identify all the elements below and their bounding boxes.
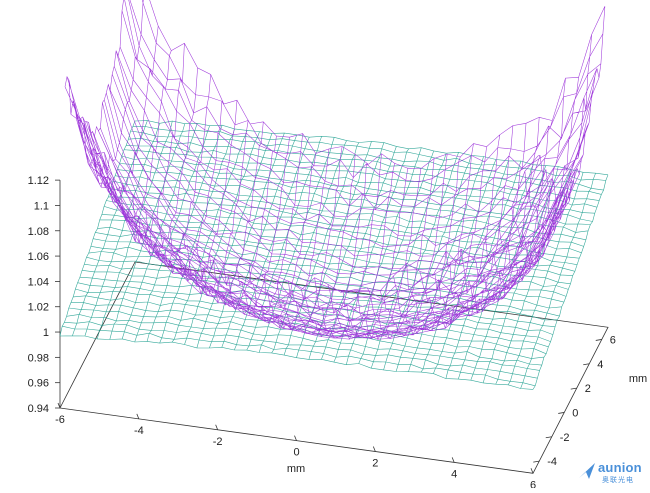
x-tick-label: -6 xyxy=(55,414,65,426)
z-tick-label: 1.12 xyxy=(28,175,49,187)
y-tick-label: -4 xyxy=(547,456,557,468)
y-tick-label: 2 xyxy=(585,383,591,395)
y-tick-mark xyxy=(583,363,590,366)
z-tick-label: 0.96 xyxy=(28,378,49,390)
y-tick-mark xyxy=(558,412,565,414)
brand-logo: aunion 奥联光电 xyxy=(578,460,648,484)
x-tick-mark xyxy=(57,402,61,409)
z-tick-label: 1 xyxy=(43,327,49,339)
y-tick-label: 4 xyxy=(597,359,603,371)
y-tick-mark xyxy=(570,387,577,390)
z-tick-label: 1.04 xyxy=(28,276,49,288)
y-tick-label: 6 xyxy=(610,334,616,346)
z-tick-label: 1.1 xyxy=(34,200,49,212)
z-axis-ticks: 0.94 0.96 0.98 1 1.02 1.04 1.06 1.08 1.1 1.12 xyxy=(28,175,60,415)
x-tick-mark xyxy=(451,457,455,463)
x-tick-label: 4 xyxy=(451,468,457,480)
z-tick-label: 1.02 xyxy=(28,302,49,314)
y-axis-ticks: -4-2 024 6 xyxy=(533,334,616,468)
z-tick-label: 1.06 xyxy=(28,251,49,263)
y-tick-label: 0 xyxy=(572,407,578,419)
z-tick-label: 1.08 xyxy=(28,226,49,238)
y-axis-title: mm xyxy=(629,373,647,385)
base-plane-outline xyxy=(59,261,609,474)
x-tick-label: 2 xyxy=(372,458,378,470)
x-tick-mark xyxy=(136,413,140,420)
surface-mesh xyxy=(64,0,606,340)
x-tick-mark xyxy=(294,435,297,441)
y-tick-mark xyxy=(595,339,602,341)
x-axis-ticks: -6 -4 -2 0 2 4 6 xyxy=(55,402,536,491)
z-tick-label: 0.94 xyxy=(28,403,49,415)
surface-purple xyxy=(64,0,606,340)
surface-mesh xyxy=(59,120,609,390)
x-axis-title: mm xyxy=(287,463,305,475)
y-tick-mark xyxy=(545,436,552,439)
x-tick-mark xyxy=(215,424,219,430)
x-tick-label: 0 xyxy=(293,447,299,459)
surface-green xyxy=(59,120,609,390)
logo-brand-text: aunion xyxy=(598,460,642,475)
x-tick-label: -4 xyxy=(134,425,144,437)
x-tick-label: -2 xyxy=(213,436,223,448)
x-tick-label: 6 xyxy=(530,479,536,488)
y-tick-label: -2 xyxy=(560,432,570,444)
x-tick-mark xyxy=(372,446,376,452)
y-tick-mark xyxy=(533,460,540,463)
x-tick-mark xyxy=(530,468,534,474)
logo-subtitle: 奥联光电 xyxy=(602,477,634,484)
z-tick-label: 0.98 xyxy=(28,352,49,364)
logo-icon xyxy=(579,463,595,479)
